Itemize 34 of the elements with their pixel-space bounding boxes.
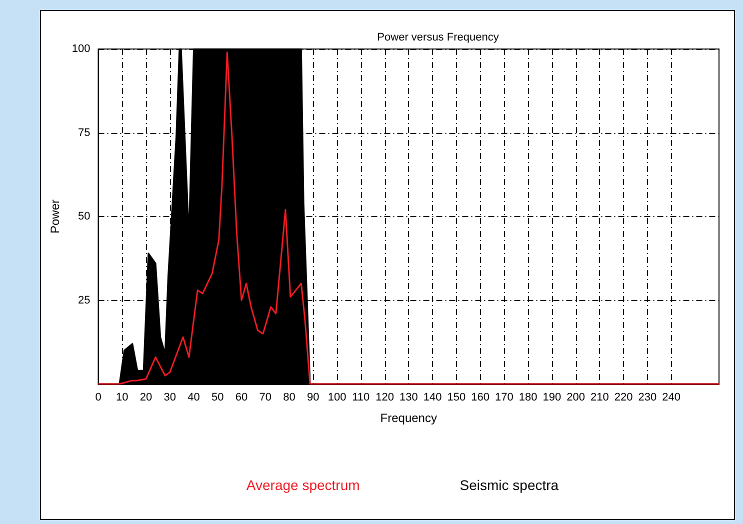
y-axis-title: Power: [48, 199, 62, 234]
y-tick-label: 75: [78, 126, 90, 139]
text: Seismic spectra: [460, 477, 559, 493]
x-tick-label: 0: [95, 392, 102, 404]
x-tick-label: 180: [518, 392, 538, 404]
chart-title: Power versus Frequency: [377, 32, 500, 44]
x-tick-label: 90: [307, 392, 320, 404]
x-tick-label: 110: [352, 392, 370, 404]
x-tick-label: 10: [116, 392, 128, 404]
y-tick-label: 100: [72, 43, 90, 55]
x-tick-label: 220: [614, 392, 633, 404]
x-tick-label: 210: [590, 392, 609, 404]
x-tick-label: 60: [235, 392, 248, 404]
x-tick-label: 230: [638, 392, 657, 404]
x-tick-label: 190: [542, 392, 562, 404]
x-tick-label: 140: [423, 392, 442, 404]
x-tick-label: 50: [212, 392, 224, 404]
text: Average spectrum: [246, 477, 360, 493]
x-tick-label: 80: [283, 392, 296, 404]
x-tick-label: 20: [140, 392, 152, 404]
x-tick-label: 70: [259, 392, 272, 404]
x-tick-label: 30: [164, 392, 176, 404]
x-tick-label: 100: [328, 392, 346, 404]
x-tick-label: 170: [494, 392, 514, 404]
x-tick-label: 200: [566, 392, 585, 404]
y-tick-label: 50: [78, 210, 90, 222]
x-tick-label: 120: [376, 392, 394, 404]
x-tick-label: 40: [188, 392, 200, 404]
y-tick-label: 25: [78, 294, 90, 306]
x-tick-label: 150: [447, 392, 466, 404]
x-tick-label: 130: [399, 392, 418, 404]
x-axis-title: Frequency: [380, 411, 437, 425]
x-tick-label: 240: [662, 392, 680, 404]
x-tick-label: 160: [471, 392, 490, 404]
